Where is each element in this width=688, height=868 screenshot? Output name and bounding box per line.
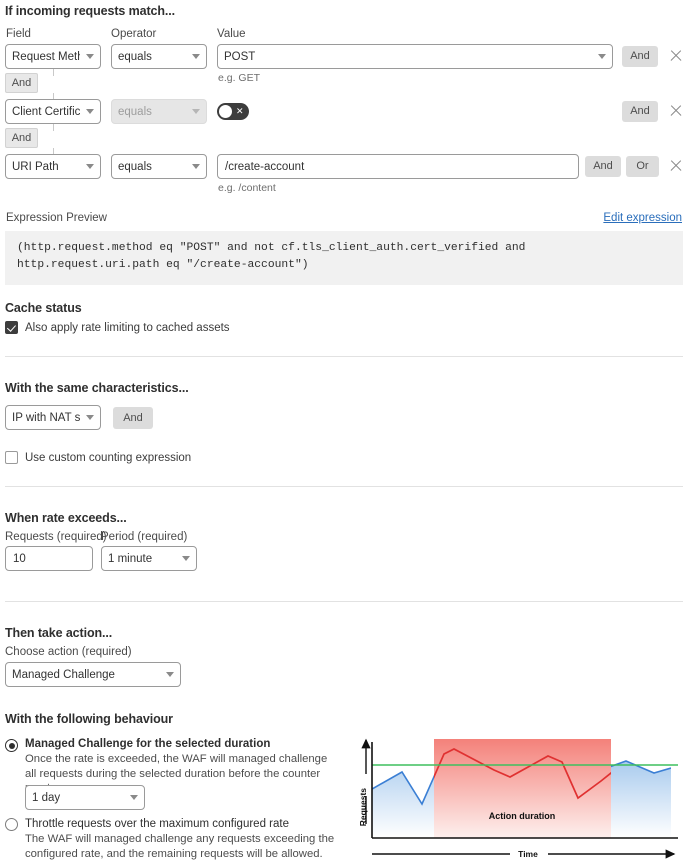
and-connector-2[interactable]: And — [5, 128, 38, 148]
column-label-operator: Operator — [111, 28, 157, 40]
period-select-value: 1 minute — [108, 552, 153, 565]
chevron-down-icon — [130, 795, 138, 800]
chart-area-before — [372, 770, 434, 838]
divider-2 — [5, 486, 683, 487]
match-section-title: If incoming requests match... — [5, 4, 176, 18]
and-button-row-3[interactable]: And — [585, 156, 621, 177]
cached-assets-checkbox[interactable] — [5, 321, 18, 334]
chevron-down-icon — [86, 54, 94, 59]
behaviour-duration-value: 1 day — [32, 791, 61, 804]
chart-annotation-action-duration: Action duration — [489, 811, 556, 821]
row-connector-vertical-2 — [53, 93, 54, 100]
characteristics-title: With the same characteristics... — [5, 381, 189, 395]
choose-action-label: Choose action (required) — [5, 646, 132, 658]
operator-select-row-1[interactable]: equals — [111, 44, 207, 69]
value-select-row-1[interactable]: POST — [217, 44, 613, 69]
chevron-down-icon — [166, 672, 174, 677]
behaviour-option-2-desc: The WAF will managed challenge any reque… — [25, 833, 335, 860]
chevron-down-icon — [192, 164, 200, 169]
custom-counting-checkbox-label: Use custom counting expression — [25, 452, 192, 464]
chevron-down-icon — [182, 556, 190, 561]
behaviour-radio-throttle[interactable] — [5, 818, 18, 831]
chevron-down-icon — [86, 415, 94, 420]
field-select-row-3-value: URI Path — [12, 160, 59, 173]
and-button-row-1[interactable]: And — [622, 46, 658, 67]
chart-y-axis-label: Requests — [358, 788, 368, 827]
choose-action-select-value: Managed Challenge — [12, 668, 115, 681]
operator-select-row-2-value: equals — [118, 105, 152, 118]
chevron-down-icon — [86, 109, 94, 114]
characteristics-and-button[interactable]: And — [113, 407, 153, 429]
column-label-value: Value — [217, 28, 246, 40]
toggle-x-icon: ✕ — [236, 106, 244, 116]
field-select-row-1-value: Request Meth... — [12, 50, 80, 63]
period-select[interactable]: 1 minute — [101, 546, 197, 571]
column-label-field: Field — [6, 28, 31, 40]
chart-area-after — [611, 760, 671, 838]
row-connector-vertical-1 — [53, 69, 54, 76]
expression-preview-text: (http.request.method eq "POST" and not c… — [5, 231, 683, 285]
cached-assets-checkbox-label: Also apply rate limiting to cached asset… — [25, 322, 230, 334]
row-connector-vertical-3 — [53, 124, 54, 131]
cache-status-title: Cache status — [5, 301, 82, 315]
action-section-title: Then take action... — [5, 626, 113, 640]
field-select-row-2[interactable]: Client Certific... — [5, 99, 101, 124]
remove-row-1-icon[interactable] — [668, 48, 684, 64]
divider-3 — [5, 601, 683, 602]
chevron-down-icon — [598, 54, 606, 59]
chevron-down-icon — [86, 164, 94, 169]
or-button-row-3[interactable]: Or — [626, 156, 659, 177]
behaviour-option-2-title: Throttle requests over the maximum confi… — [25, 818, 289, 830]
operator-select-row-1-value: equals — [118, 50, 152, 63]
chevron-down-icon — [192, 109, 200, 114]
rate-limit-behaviour-chart: Requests Time Action duration — [358, 738, 678, 859]
characteristic-select-value: IP with NAT s... — [12, 411, 80, 424]
expression-preview-label: Expression Preview — [6, 212, 107, 224]
behaviour-duration-select[interactable]: 1 day — [25, 785, 145, 810]
chart-line-above-threshold — [434, 748, 611, 800]
field-select-row-3[interactable]: URI Path — [5, 154, 101, 179]
operator-select-row-3-value: equals — [118, 160, 152, 173]
requests-input[interactable] — [5, 546, 93, 571]
chart-x-axis-label: Time — [518, 849, 538, 859]
choose-action-select[interactable]: Managed Challenge — [5, 662, 181, 687]
value-hint-row-3: e.g. /content — [218, 182, 276, 194]
operator-select-row-2: equals — [111, 99, 207, 124]
edit-expression-link[interactable]: Edit expression — [603, 212, 682, 224]
operator-select-row-3[interactable]: equals — [111, 154, 207, 179]
remove-row-2-icon[interactable] — [668, 103, 684, 119]
remove-row-3-icon[interactable] — [668, 158, 684, 174]
chevron-down-icon — [192, 54, 200, 59]
value-input-row-3[interactable] — [217, 154, 579, 179]
and-connector-1[interactable]: And — [5, 73, 38, 93]
period-label: Period (required) — [101, 531, 188, 543]
behaviour-radio-managed-challenge[interactable] — [5, 739, 18, 752]
custom-counting-checkbox[interactable] — [5, 451, 18, 464]
and-button-row-2[interactable]: And — [622, 101, 658, 122]
toggle-knob — [219, 105, 232, 118]
requests-label: Requests (required) — [5, 531, 107, 543]
value-select-row-1-value: POST — [224, 50, 256, 63]
action-duration-band — [434, 739, 611, 838]
behaviour-section-title: With the following behaviour — [5, 712, 173, 726]
rate-section-title: When rate exceeds... — [5, 511, 127, 525]
divider-1 — [5, 356, 683, 357]
field-select-row-2-value: Client Certific... — [12, 105, 80, 118]
characteristic-select[interactable]: IP with NAT s... — [5, 405, 101, 430]
value-hint-row-1: e.g. GET — [218, 72, 261, 84]
row-connector-vertical-4 — [53, 148, 54, 155]
cert-verified-toggle-row-2[interactable]: ✕ — [217, 103, 249, 120]
behaviour-option-1-title: Managed Challenge for the selected durat… — [25, 738, 271, 750]
field-select-row-1[interactable]: Request Meth... — [5, 44, 101, 69]
